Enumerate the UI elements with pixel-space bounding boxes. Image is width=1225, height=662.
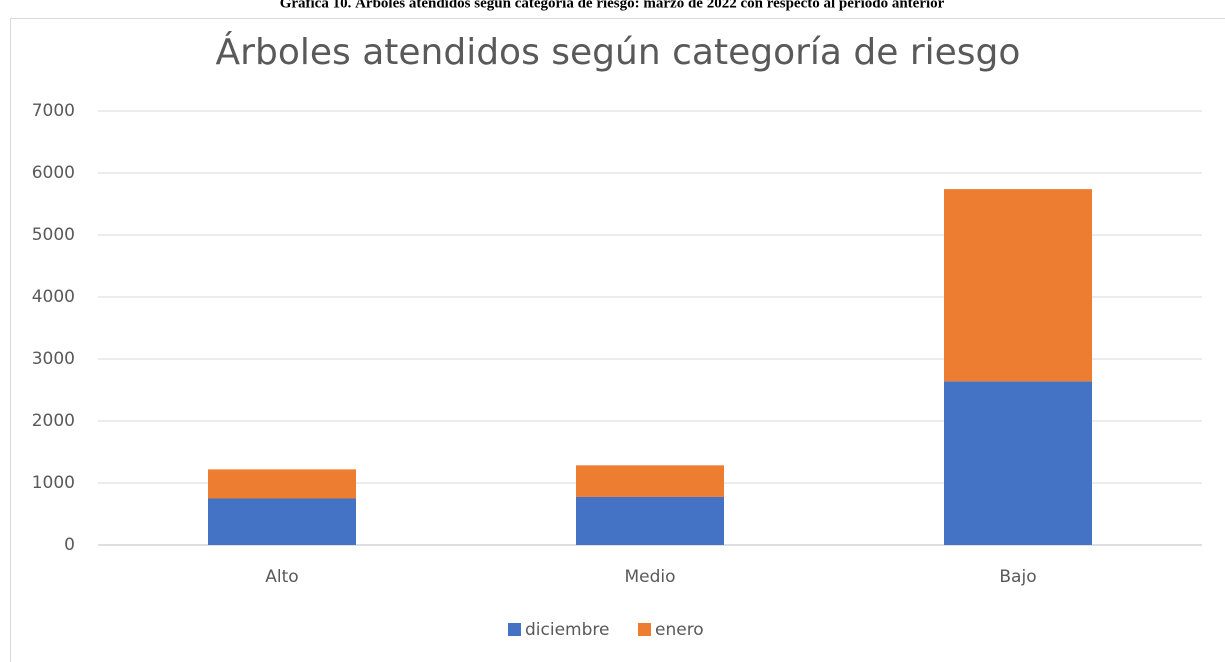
y-tick-label: 0 — [64, 535, 75, 555]
bar-segment — [208, 469, 356, 499]
y-tick-label: 1000 — [32, 473, 75, 493]
y-tick-label: 5000 — [32, 225, 75, 245]
bar-segment — [208, 498, 356, 545]
x-tick-label: Bajo — [999, 567, 1036, 587]
y-tick-label: 3000 — [32, 349, 75, 369]
legend-swatch — [508, 623, 521, 636]
bar-segment — [576, 496, 724, 545]
bar-segment — [944, 189, 1092, 382]
legend-label: enero — [655, 620, 704, 640]
legend-label: diciembre — [525, 620, 609, 640]
y-tick-label: 7000 — [32, 101, 75, 121]
y-tick-label: 2000 — [32, 411, 75, 431]
y-tick-label: 6000 — [32, 163, 75, 183]
bar-segment — [944, 381, 1092, 545]
x-tick-label: Alto — [265, 567, 298, 587]
x-tick-label: Medio — [624, 567, 675, 587]
y-tick-label: 4000 — [32, 287, 75, 307]
chart-title: Árboles atendidos según categoría de rie… — [216, 31, 1021, 73]
bar-segment — [576, 465, 724, 497]
caption: Gráfica 10. Árboles atendidos según cate… — [280, 0, 945, 11]
legend-swatch — [638, 623, 651, 636]
